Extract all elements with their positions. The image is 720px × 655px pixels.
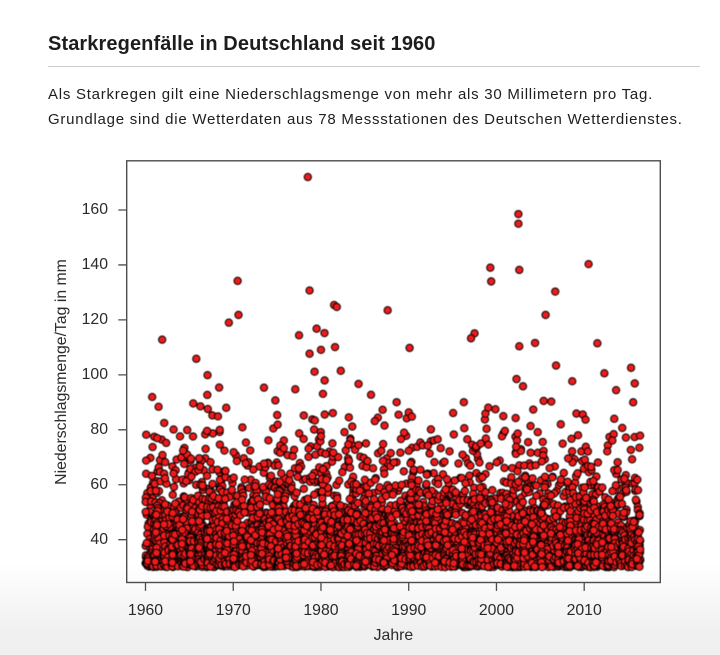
x-axis-title: Jahre xyxy=(373,627,414,645)
x-tick-label: 2000 xyxy=(478,602,515,619)
y-tick-label: 140 xyxy=(81,255,108,273)
y-tick-label: 160 xyxy=(81,201,108,218)
y-tick-label: 60 xyxy=(90,475,108,493)
y-tick-label: 120 xyxy=(81,310,108,328)
x-tick-label: 1970 xyxy=(215,602,251,619)
x-tick-label: 1960 xyxy=(127,602,164,619)
y-tick-label: 80 xyxy=(90,420,108,438)
x-tick-label: 2010 xyxy=(566,602,602,619)
y-tick-label: 40 xyxy=(90,530,108,548)
x-tick-label: 1980 xyxy=(303,602,339,619)
y-tick-label: 100 xyxy=(81,365,108,383)
x-tick-label: 1990 xyxy=(391,602,427,619)
y-axis-title: Niederschlagsmenge/Tag in mm xyxy=(52,258,70,485)
